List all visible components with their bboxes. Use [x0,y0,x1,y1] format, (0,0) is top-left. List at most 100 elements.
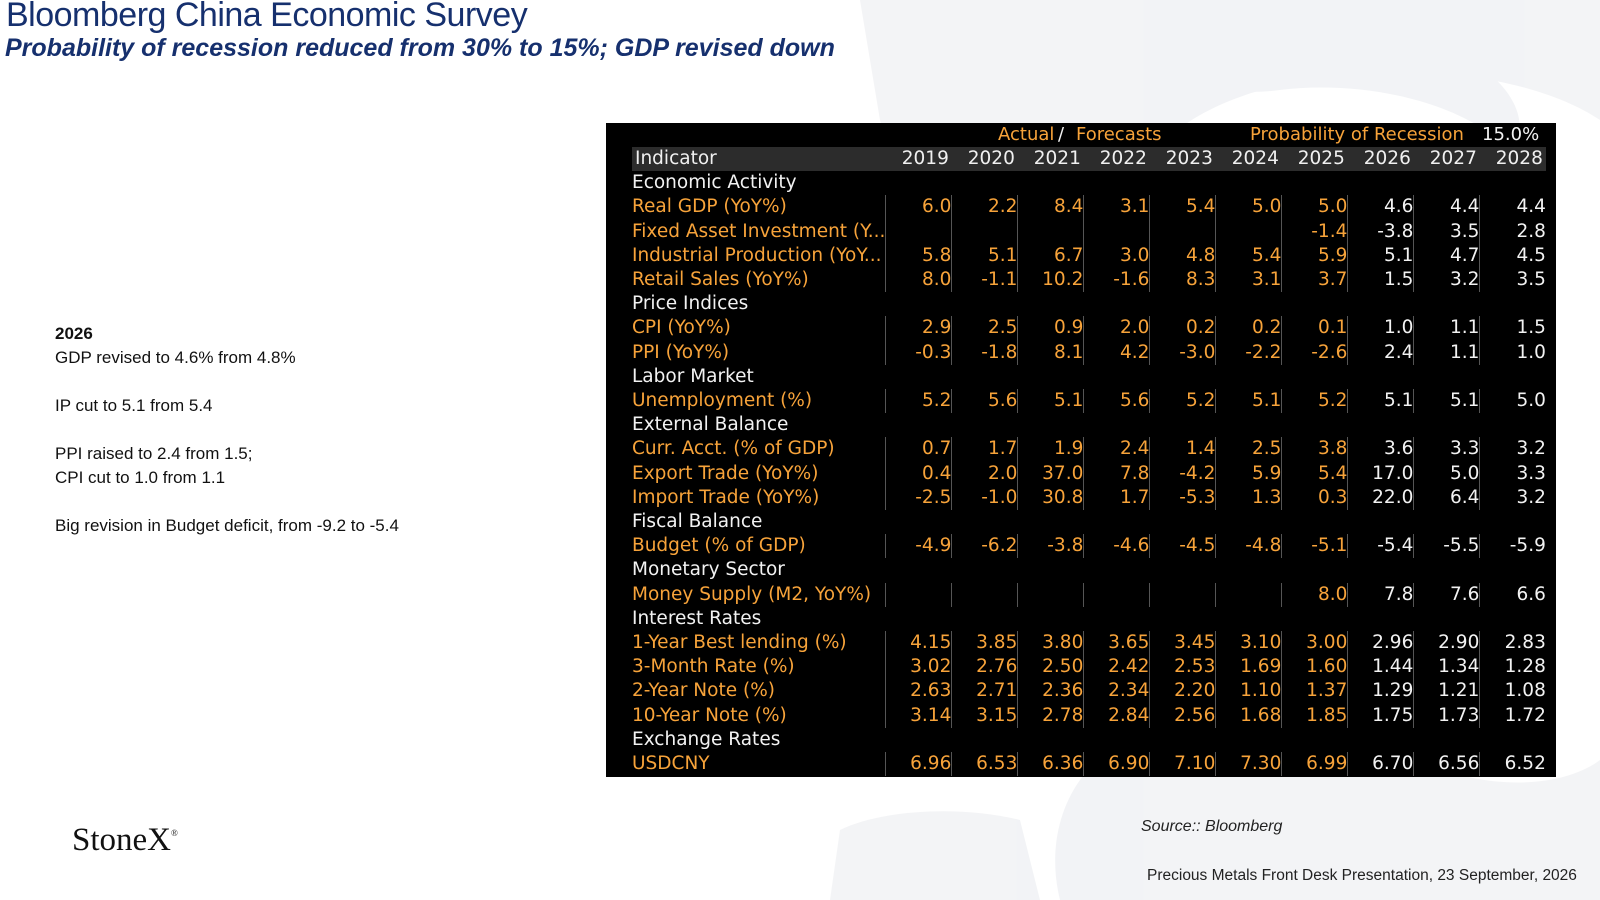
table-row[interactable]: 1-Year Best lending (%) 4.15 3.85 3.80 3.65 3… [632,631,1546,656]
value-cell: 6.70 [1347,752,1414,777]
section-row: External Balance [632,413,1546,437]
value-cell: 3.14 [885,703,952,728]
value-cell: -1.1 [951,268,1018,293]
value-cell: 1.08 [1479,679,1546,704]
footer-text: Precious Metals Front Desk Presentation,… [1147,867,1577,884]
indicator-label[interactable]: Retail Sales (YoY%) [632,269,809,291]
value-cell: 5.1 [1347,243,1414,269]
value-cell: -4.2 [1149,461,1216,486]
value-cell: 7.8 [1347,582,1414,607]
table-row[interactable]: Retail Sales (YoY%) 8.0 -1.1 10.2 -1.6 8.3 3.1… [632,268,1546,293]
value-cell: -5.1 [1281,534,1348,559]
value-cell: 1.7 [1083,485,1150,511]
value-cell: 1.73 [1413,703,1480,728]
indicator-label[interactable]: USDCNY [632,753,710,775]
table-row[interactable]: 10-Year Note (%) 3.14 3.15 2.78 2.84 2.56 1.68… [632,703,1546,728]
value-cell: 5.1 [1347,389,1414,414]
value-cell: 5.0 [1413,461,1480,486]
indicator-label[interactable]: Money Supply (M2, YoY%) [632,583,872,605]
value-cell: 6.6 [1479,582,1546,607]
year-header-2023[interactable]: 2023 [1149,147,1216,172]
value-cell: 2.78 [1017,703,1084,728]
year-header-2020[interactable]: 2020 [951,147,1018,172]
indicator-label[interactable]: 2-Year Note (%) [632,680,775,702]
note-ppi: PPI raised to 2.4 from 1.5; [55,444,253,463]
indicator-label[interactable]: Fixed Asset Investment (Y... [632,220,886,242]
table-row[interactable]: PPI (YoY%) -0.3 -1.8 8.1 4.2 -3.0 -2.2 -2.6 2.4 1… [632,340,1546,365]
year-header-2025[interactable]: 2025 [1281,147,1348,172]
section-row: Interest Rates [632,607,1546,631]
year-header-2019[interactable]: 2019 [885,147,952,172]
section-title: Exchange Rates [632,728,781,750]
year-header-2026[interactable]: 2026 [1347,147,1414,172]
indicator-label[interactable]: Curr. Acct. (% of GDP) [632,438,835,460]
source-note: Source:: Bloomberg [1141,818,1283,835]
value-cell: 6.0 [885,195,952,220]
indicator-label[interactable]: 3-Month Rate (%) [632,656,795,678]
year-header-2022[interactable]: 2022 [1083,147,1150,172]
value-cell: 2.4 [1083,437,1150,462]
table-row[interactable]: Curr. Acct. (% of GDP) 0.7 1.7 1.9 2.4 1.4 2.5… [632,437,1546,462]
value-cell: 0.4 [885,461,952,486]
value-cell: -6.2 [951,534,1018,559]
table-row[interactable]: Fixed Asset Investment (Y... -1.4 -3.8 3.5 2… [632,219,1546,244]
indicator-label[interactable]: Import Trade (YoY%) [632,486,820,508]
value-cell: 3.2 [1413,268,1480,293]
value-cell: -5.9 [1479,534,1546,559]
value-cell: 2.42 [1083,655,1150,680]
value-cell: 5.2 [1281,389,1348,414]
year-header-2024[interactable]: 2024 [1215,147,1282,172]
table-row[interactable]: 2-Year Note (%) 2.63 2.71 2.36 2.34 2.20 1.10 1… [632,679,1546,704]
value-cell: 30.8 [1017,485,1084,511]
value-cell: 1.4 [1149,437,1216,462]
table-row[interactable]: 3-Month Rate (%) 3.02 2.76 2.50 2.42 2.53 1.69… [632,655,1546,680]
value-cell: -4.8 [1215,534,1282,559]
indicator-label[interactable]: Unemployment (%) [632,390,813,412]
value-cell: 6.96 [885,752,952,777]
year-header-2027[interactable]: 2027 [1413,147,1480,172]
indicator-label[interactable]: PPI (YoY%) [632,341,730,363]
commentary-notes: 2026 GDP revised to 4.6% from 4.8% IP cu… [55,322,399,538]
section-title: Interest Rates [632,607,762,629]
table-row[interactable]: Money Supply (M2, YoY%) 8.0 7.8 7.6 6.6 [632,582,1546,607]
value-cell: 0.7 [885,437,952,462]
indicator-label[interactable]: Real GDP (YoY%) [632,196,787,218]
value-cell: 2.63 [885,679,952,704]
value-cell: 5.0 [1281,195,1348,220]
value-cell: 2.36 [1017,679,1084,704]
indicator-header[interactable]: Indicator [632,147,886,172]
section-title: Economic Activity [632,172,797,194]
value-cell: 5.9 [1281,243,1348,269]
value-cell: -3.0 [1149,340,1216,365]
table-row[interactable]: USDCNY 6.96 6.53 6.36 6.90 7.10 7.30 6.99 6.70 6.… [632,752,1546,777]
indicator-label[interactable]: Industrial Production (YoY... [632,244,882,266]
indicator-label[interactable]: Budget (% of GDP) [632,535,806,557]
note-cpi: CPI cut to 1.0 from 1.1 [55,468,226,487]
value-cell: 8.0 [1281,582,1348,607]
table-row[interactable]: Unemployment (%) 5.2 5.6 5.1 5.6 5.2 5.1 5.2 5.1… [632,389,1546,414]
year-header-2021[interactable]: 2021 [1017,147,1084,172]
indicator-label[interactable]: 10-Year Note (%) [632,704,787,726]
value-cell: -5.5 [1413,534,1480,559]
value-cell: -3.8 [1017,534,1084,559]
year-header-2028[interactable]: 2028 [1479,147,1546,172]
value-cell: 5.4 [1149,195,1216,220]
stonex-logo: StoneX® [72,822,178,859]
table-row[interactable]: Industrial Production (YoY... 5.8 5.1 6.7 3.… [632,243,1546,269]
section-title: Fiscal Balance [632,511,763,533]
value-cell: 1.44 [1347,655,1414,680]
section-row: Labor Market [632,365,1546,389]
indicator-label[interactable]: 1-Year Best lending (%) [632,632,847,654]
table-row[interactable]: CPI (YoY%) 2.9 2.5 0.9 2.0 0.2 0.2 0.1 1.0 1.1 1.5 [632,316,1546,341]
value-cell: 2.2 [951,195,1018,220]
indicator-label[interactable]: CPI (YoY%) [632,317,731,339]
value-cell: -5.3 [1149,485,1216,511]
section-row: Monetary Sector [632,558,1546,582]
indicator-label[interactable]: Export Trade (YoY%) [632,462,819,484]
section-title: External Balance [632,414,789,436]
table-row[interactable]: Budget (% of GDP) -4.9 -6.2 -3.8 -4.6 -4.5 -4.… [632,534,1546,559]
table-row[interactable]: Export Trade (YoY%) 0.4 2.0 37.0 7.8 -4.2 5.9 5… [632,461,1546,486]
table-row[interactable]: Import Trade (YoY%) -2.5 -1.0 30.8 1.7 -5.3 1.… [632,485,1546,511]
value-cell: 1.68 [1215,703,1282,728]
table-row[interactable]: Real GDP (YoY%) 6.0 2.2 8.4 3.1 5.4 5.0 5.0 4.6 4… [632,195,1546,220]
